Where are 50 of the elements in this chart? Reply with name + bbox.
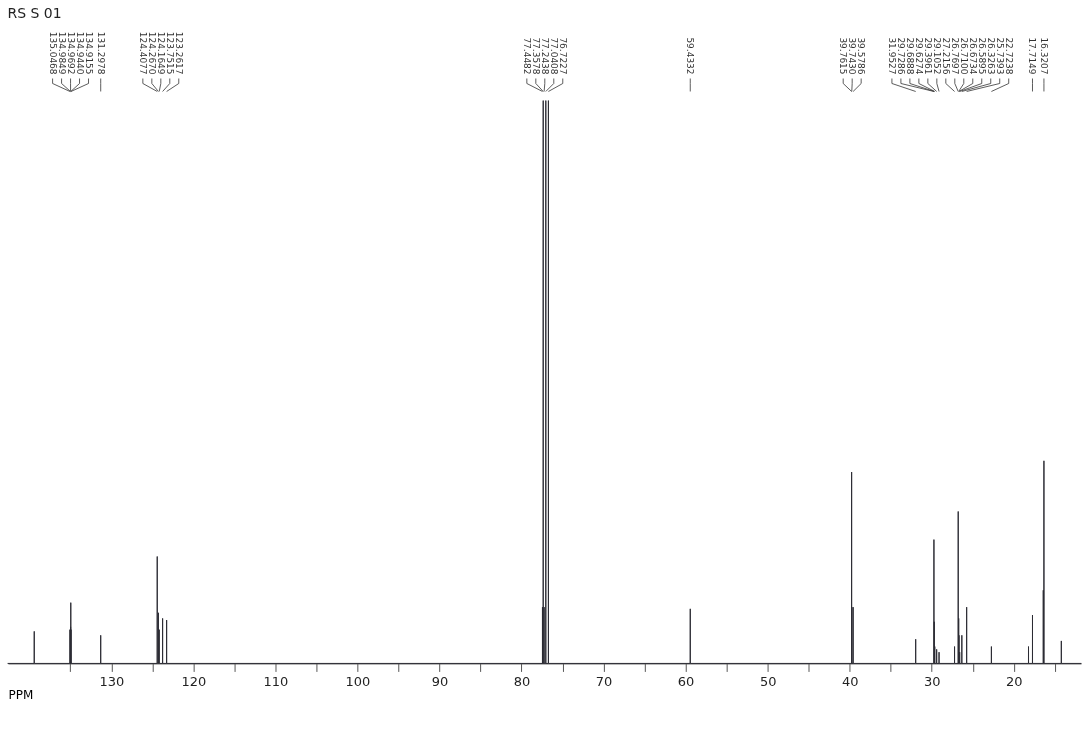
x-tick-label: 40 (841, 673, 859, 689)
annotation: 123.2617 (173, 31, 184, 75)
annotation: 26.6734 (967, 37, 978, 75)
x-tick-label: 110 (263, 673, 289, 689)
annotation: 134.9849 (56, 31, 67, 75)
annotation: 77.4482 (521, 37, 532, 75)
annotation: 29.7286 (895, 37, 906, 75)
x-tick-label: 80 (513, 673, 531, 689)
annotation: 59.4332 (685, 37, 696, 75)
annotation: 134.9692 (65, 31, 76, 75)
annotation: 76.7227 (557, 37, 568, 75)
annotation: 27.2156 (940, 37, 951, 75)
x-tick-label: 50 (759, 673, 777, 689)
x-tick-label: 100 (345, 673, 371, 689)
annotation: 131.2978 (95, 31, 106, 75)
annotation: 26.7100 (958, 37, 969, 75)
annotation: 39.5786 (856, 37, 867, 75)
annotation: 124.1649 (155, 31, 166, 75)
annotation: 39.7615 (838, 37, 849, 75)
annotation: 29.6888 (904, 37, 915, 75)
x-tick-label: 90 (431, 673, 449, 689)
x-tick-label: 70 (595, 673, 613, 689)
annotation: 17.7149 (1027, 37, 1038, 75)
annotation: 26.3263 (985, 37, 996, 75)
annotation: 77.3578 (530, 37, 541, 75)
chart-title: RS S 01 (7, 4, 62, 21)
x-axis-title: PPM (8, 687, 34, 702)
x-tick-label: 120 (181, 673, 207, 689)
x-tick-label: 60 (677, 673, 695, 689)
annotation: 39.7430 (847, 37, 858, 75)
x-tick-label: 130 (99, 673, 125, 689)
annotation: 134.9440 (74, 31, 85, 75)
annotation: 25.7393 (994, 37, 1005, 75)
annotation: 124.4077 (137, 31, 148, 75)
annotation: 29.3961 (922, 37, 933, 75)
x-tick-label: 30 (923, 673, 941, 689)
annotation: 26.5895 (976, 37, 987, 75)
annotation: 29.1052 (931, 37, 942, 75)
annotation: 77.2438 (539, 37, 550, 75)
annotation: 29.6274 (913, 37, 924, 75)
annotation: 77.0408 (548, 37, 559, 75)
annotation: 16.3207 (1038, 37, 1049, 75)
annotation: 26.7697 (949, 37, 960, 75)
annotation: 134.9155 (83, 31, 94, 75)
annotation: 124.2670 (146, 31, 157, 75)
x-tick-label: 20 (1005, 673, 1023, 689)
annotation: 22.7238 (1003, 37, 1014, 75)
annotation: 123.7515 (164, 31, 175, 75)
annotation: 135.0468 (47, 31, 58, 75)
annotation: 31.9527 (886, 37, 897, 75)
